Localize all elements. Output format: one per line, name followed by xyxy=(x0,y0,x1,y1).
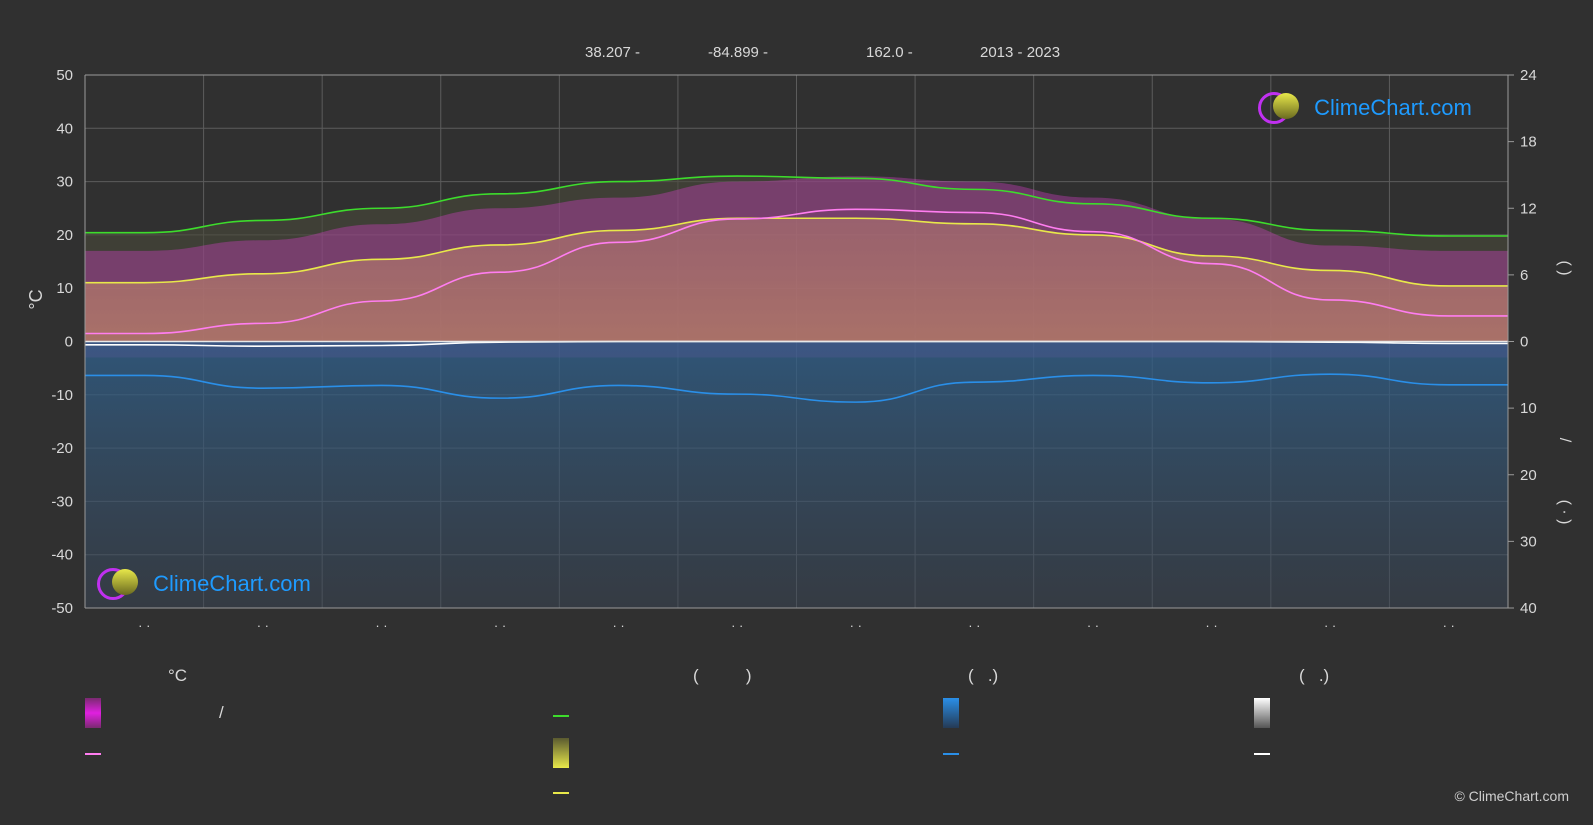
logo-top-right: ClimeChart.com xyxy=(1258,92,1472,124)
header-longitude: -84.899 - xyxy=(708,44,769,61)
x-tick-label: · · xyxy=(612,618,624,633)
legend-sunshine-line xyxy=(553,792,569,794)
temperature-mean-line xyxy=(85,208,1508,335)
logo-sun-icon xyxy=(1273,93,1299,119)
logo-text: ClimeChart.com xyxy=(153,571,311,596)
logo-icon xyxy=(1258,92,1299,124)
right-tick-label: 12 xyxy=(1520,200,1537,217)
precipitation-area xyxy=(85,341,1508,608)
logo-sun-icon xyxy=(112,569,138,595)
legend-sunshine-swatch xyxy=(553,738,569,768)
right-tick-label: 20 xyxy=(1520,467,1537,484)
left-tick-label: -50 xyxy=(51,600,73,617)
x-tick-label: · · xyxy=(375,618,387,633)
daylight-line xyxy=(85,175,1508,237)
left-tick-label: 20 xyxy=(56,227,73,244)
right-tick-label: 40 xyxy=(1520,600,1537,617)
legend-temp-range-swatch xyxy=(85,698,101,728)
right-tick-label: 18 xyxy=(1520,134,1537,151)
right-tick-label: 30 xyxy=(1520,533,1537,550)
legend-daylight-line xyxy=(553,715,569,717)
left-tick-label: -20 xyxy=(51,440,73,457)
x-tick-label: · · xyxy=(1205,618,1217,633)
x-tick-label: · · xyxy=(1443,618,1455,633)
sunshine-area xyxy=(85,218,1508,342)
x-tick-label: · · xyxy=(494,618,506,633)
x-tick-label: · · xyxy=(731,618,743,633)
legend-snow-line xyxy=(1254,753,1270,755)
legend-snow-swatch xyxy=(1254,698,1270,728)
copyright: © ClimeChart.com xyxy=(1454,788,1569,804)
right-tick-label: 6 xyxy=(1520,267,1528,284)
header-latitude: 38.207 - xyxy=(585,44,641,61)
header-elevation: 162.0 - xyxy=(866,44,913,61)
left-tick-label: -40 xyxy=(51,547,73,564)
logo-bottom-left: ClimeChart.com xyxy=(97,568,311,600)
x-tick-label: · · xyxy=(138,618,150,633)
x-tick-label: · · xyxy=(850,618,862,633)
left-tick-label: 10 xyxy=(56,280,73,297)
precipitation-line xyxy=(85,373,1508,403)
right-axis-label: ( · ) xyxy=(1556,500,1573,525)
x-tick-label: · · xyxy=(1324,618,1336,633)
left-tick-label: 40 xyxy=(56,120,73,137)
x-tick-label: · · xyxy=(1087,618,1099,633)
left-tick-label: -30 xyxy=(51,493,73,510)
legend-temp-mean-line xyxy=(85,753,101,755)
sunshine-line xyxy=(85,217,1508,287)
legend-rain-swatch xyxy=(943,698,959,728)
left-tick-label: 0 xyxy=(65,334,73,351)
logo-text: ClimeChart.com xyxy=(1314,95,1472,120)
right-tick-label: 10 xyxy=(1520,400,1537,417)
left-tick-label: -10 xyxy=(51,387,73,404)
x-tick-label: · · xyxy=(968,618,980,633)
legend-rain-heading: ( .) xyxy=(968,666,999,685)
left-axis-label: °C xyxy=(26,289,46,309)
right-axis-label: / xyxy=(1556,438,1573,443)
legend-sun-heading: ( ) xyxy=(693,666,752,685)
legend-temp-heading: °C xyxy=(168,666,188,685)
logo-icon xyxy=(97,568,138,600)
temperature-range-band xyxy=(85,176,1508,358)
right-tick-label: 0 xyxy=(1520,334,1528,351)
left-tick-label: 30 xyxy=(56,174,73,191)
legend-temp-slash: / xyxy=(219,703,224,722)
right-axis-label: ( ) xyxy=(1556,260,1573,275)
legend-rain-line xyxy=(943,753,959,755)
header-years: 2013 - 2023 xyxy=(980,44,1061,61)
right-tick-label: 24 xyxy=(1520,67,1537,84)
left-tick-label: 50 xyxy=(56,67,73,84)
legend-snow-heading: ( .) xyxy=(1299,666,1330,685)
x-tick-label: · · xyxy=(257,618,269,633)
